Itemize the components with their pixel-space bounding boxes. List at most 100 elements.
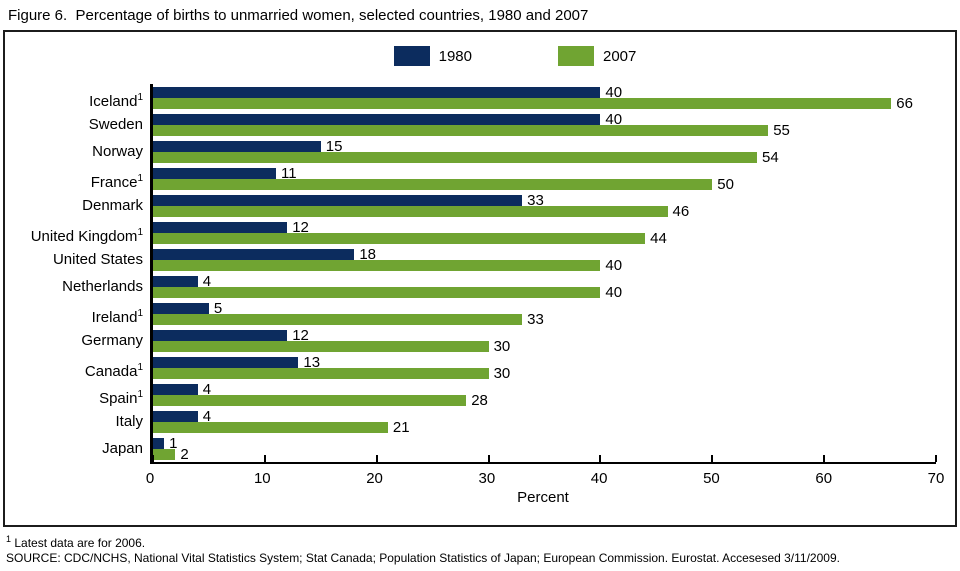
legend-label-1980: 1980: [438, 47, 472, 65]
x-tick: [599, 455, 602, 462]
bar-2007: [153, 232, 646, 244]
bar-line-1980: 11: [153, 164, 936, 182]
bar-value-label: 4: [202, 380, 212, 398]
category-label: Canada1: [84, 362, 143, 380]
bar-2007: [153, 286, 601, 298]
bar-2007: [153, 178, 713, 190]
bar-line-2007: 55: [153, 121, 936, 139]
bar-1980: [153, 194, 523, 206]
bar-row: 40 66: [153, 84, 936, 111]
category-label: Netherlands: [62, 278, 143, 295]
x-tick: [152, 455, 154, 462]
figure-title: Figure 6. Percentage of births to unmarr…: [8, 7, 589, 24]
bar-2007: [153, 394, 467, 406]
x-tick-label: 40: [590, 470, 608, 487]
bar-1980: [153, 437, 165, 449]
bar-row: 40 55: [153, 111, 936, 138]
category-label: Ireland1: [91, 308, 143, 326]
bar-line-2007: 46: [153, 204, 936, 219]
category-label: France1: [90, 173, 143, 191]
x-tick-label: 10: [253, 470, 271, 487]
footnotes: 1 Latest data are for 2006. SOURCE: CDC/…: [0, 527, 960, 566]
legend-item-1980: 1980: [393, 46, 472, 66]
bar-value-label: 40: [605, 110, 623, 128]
source-note: SOURCE: CDC/NCHS, National Vital Statist…: [6, 551, 840, 565]
bar-1980: [153, 302, 209, 314]
xtick-labels: 0 10 20 30 40 50 60 70: [146, 464, 945, 487]
bar-value-label: 21: [392, 418, 410, 436]
bar-2007: [153, 205, 668, 217]
category-label: Sweden: [88, 116, 143, 133]
bar-value-label: 13: [303, 353, 321, 371]
x-tick: [935, 455, 937, 462]
category-footnote-marker: 1: [137, 362, 143, 373]
bar-value-label: 4: [202, 272, 212, 290]
category-footnote-marker: 1: [137, 227, 143, 238]
bar-2007: [153, 124, 769, 136]
bar-line-1980: 12: [153, 328, 936, 343]
x-tick-label: 60: [815, 470, 833, 487]
bar-value-label: 54: [762, 148, 779, 166]
bar-value-label: 18: [359, 245, 377, 263]
bar-value-label: 12: [292, 218, 309, 236]
bar-line-1980: 15: [153, 137, 936, 155]
bars-col: 40 66 40 55 15 54 11 50 33 46 12 44 18 40 4 40 5 33 12 30 13…: [150, 84, 937, 464]
bar-row: 4 28: [153, 381, 936, 408]
bar-line-2007: 33: [153, 310, 936, 328]
category-label: United Kingdom1: [30, 227, 143, 245]
x-tick-label: 50: [703, 470, 720, 487]
category-footnote-marker: 1: [137, 308, 143, 319]
bar-value-label: 55: [773, 121, 790, 139]
category-label: United States: [52, 251, 143, 268]
plot-area: Iceland1 Sweden Norway France1 Denmark United…: [5, 84, 955, 464]
bar-row: 13 30: [153, 354, 936, 381]
legend-swatch-1980: [393, 46, 430, 66]
footnote-1-text: Latest data are for 2006.: [11, 536, 146, 550]
bar-row: 15 54: [153, 138, 936, 165]
bar-line-2007: 44: [153, 231, 936, 246]
category-footnote-marker: 1: [137, 389, 143, 400]
bar-1980: [153, 140, 321, 152]
label-col: Iceland1 Sweden Norway France1 Denmark United…: [5, 84, 150, 464]
bar-value-label: 66: [896, 94, 913, 112]
bar-value-label: 5: [213, 299, 223, 317]
bar-row: 12 30: [153, 327, 936, 354]
bar-1980: [153, 221, 288, 233]
bar-value-label: 30: [493, 364, 511, 382]
bar-line-2007: 30: [153, 337, 936, 355]
bar-line-2007: 21: [153, 418, 936, 436]
bar-value-label: 1: [169, 434, 178, 452]
bar-line-1980: 5: [153, 299, 936, 317]
bar-1980: [153, 113, 601, 125]
category-label: Italy: [115, 413, 143, 430]
bar-1980: [153, 248, 355, 260]
bar-1980: [153, 329, 288, 341]
bar-line-1980: 33: [153, 193, 936, 208]
bar-value-label: 28: [471, 391, 488, 409]
x-tick: [711, 455, 714, 462]
bar-line-2007: 50: [153, 177, 936, 192]
x-tick-label: 30: [478, 470, 496, 487]
bar-2007: [153, 259, 601, 271]
bar-1980: [153, 86, 601, 98]
bar-2007: [153, 151, 758, 163]
bar-value-label: 15: [325, 137, 343, 155]
bar-value-label: 30: [493, 337, 511, 355]
bar-value-label: 33: [527, 310, 544, 328]
bar-row: 11 50: [153, 165, 936, 192]
bar-row: 4 21: [153, 408, 936, 435]
bar-line-1980: 4: [153, 272, 936, 290]
bar-value-label: 11: [281, 164, 297, 182]
bar-line-2007: 66: [153, 94, 936, 112]
bar-row: 33 46: [153, 192, 936, 219]
bar-value-label: 4: [202, 407, 212, 425]
bar-1980: [153, 167, 277, 179]
category-label: Norway: [92, 143, 143, 160]
footnote-1: 1 Latest data are for 2006.: [6, 532, 960, 551]
x-tick: [487, 455, 490, 462]
bar-line-2007: 54: [153, 148, 936, 166]
bar-line-1980: 40: [153, 85, 936, 100]
bar-2007: [153, 367, 489, 379]
